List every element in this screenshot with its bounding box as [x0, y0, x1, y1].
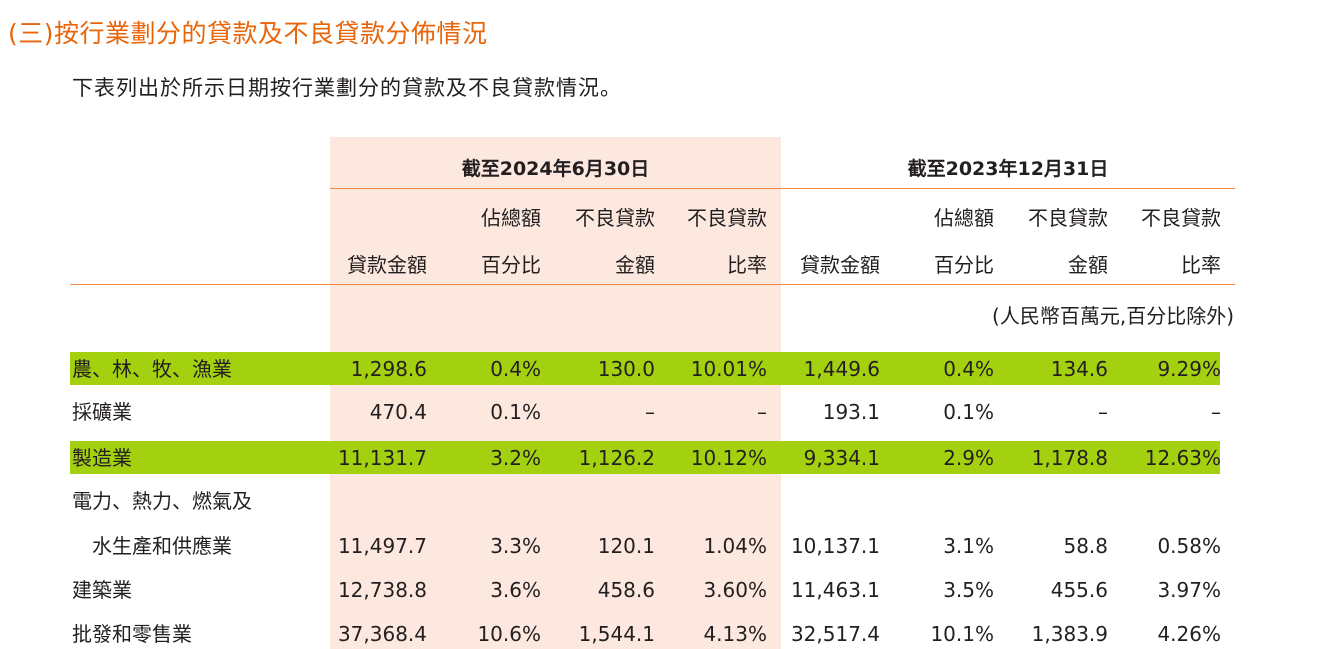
table-cell: 11,497.7	[337, 534, 427, 558]
table-cell: 0.58%	[1157, 534, 1221, 558]
table-cell: 10.1%	[930, 622, 994, 646]
row-label: 建築業	[72, 578, 132, 602]
column-header-2-line-2: 百分比	[481, 253, 541, 277]
row-highlight-agriculture	[70, 352, 1220, 385]
table-cell: 1,383.9	[1031, 622, 1108, 646]
table-cell: 9.29%	[1157, 357, 1221, 381]
unit-note: (人民幣百萬元,百分比除外)	[992, 304, 1234, 328]
header-bottom-rule	[70, 284, 1235, 285]
table-cell: 9,334.1	[803, 446, 880, 470]
table-cell: 1,544.1	[578, 622, 655, 646]
intro-text: 下表列出於所示日期按行業劃分的貸款及不良貸款情況。	[72, 76, 622, 100]
table-cell: 0.1%	[490, 400, 541, 424]
column-header-7-line-2: 金額	[1068, 253, 1108, 277]
group-header-2024: 截至2024年6月30日	[461, 158, 650, 180]
table-cell: 3.97%	[1157, 578, 1221, 602]
row-label: 電力、熱力、燃氣及	[72, 489, 252, 513]
table-cell: 3.2%	[490, 446, 541, 470]
row-label: 採礦業	[72, 400, 132, 424]
table-cell: 130.0	[597, 357, 655, 381]
table-cell: 1,178.8	[1031, 446, 1108, 470]
column-header-3-line-2: 金額	[615, 253, 655, 277]
column-header-4-line-2: 比率	[727, 253, 767, 277]
table-cell: 2.9%	[943, 446, 994, 470]
row-label-continued: 水生產和供應業	[92, 534, 232, 558]
table-cell: –	[1098, 400, 1108, 424]
table-cell: –	[757, 400, 767, 424]
column-header-4-line-1: 不良貸款	[687, 206, 767, 230]
table-cell: 58.8	[1063, 534, 1108, 558]
row-label: 製造業	[72, 446, 132, 470]
table-cell: 10,137.1	[790, 534, 880, 558]
table-cell: 134.6	[1050, 357, 1108, 381]
row-highlight-manufacturing	[70, 441, 1220, 474]
column-header-8-line-2: 比率	[1181, 253, 1221, 277]
column-header-7-line-1: 不良貸款	[1028, 206, 1108, 230]
table-cell: 3.6%	[490, 578, 541, 602]
table-cell: 1,298.6	[350, 357, 427, 381]
group-header-rule	[330, 188, 1235, 189]
current-period-shading	[330, 137, 781, 649]
column-header-5-line-2: 貸款金額	[800, 253, 880, 277]
table-cell: 10.12%	[690, 446, 767, 470]
table-cell: 1,126.2	[578, 446, 655, 470]
table-cell: 32,517.4	[790, 622, 880, 646]
table-cell: 0.1%	[943, 400, 994, 424]
table-cell: 458.6	[597, 578, 655, 602]
table-cell: –	[645, 400, 655, 424]
table-cell: 12,738.8	[337, 578, 427, 602]
row-label: 農、林、牧、漁業	[72, 357, 232, 381]
table-cell: –	[1211, 400, 1221, 424]
table-cell: 3.3%	[490, 534, 541, 558]
table-cell: 11,131.7	[337, 446, 427, 470]
column-header-6-line-1: 佔總額	[934, 206, 994, 230]
group-header-2023: 截至2023年12月31日	[907, 158, 1109, 180]
table-cell: 0.4%	[490, 357, 541, 381]
table-cell: 37,368.4	[337, 622, 427, 646]
table-cell: 3.1%	[943, 534, 994, 558]
column-header-8-line-1: 不良貸款	[1141, 206, 1221, 230]
table-cell: 3.5%	[943, 578, 994, 602]
table-cell: 4.26%	[1157, 622, 1221, 646]
table-cell: 10.6%	[477, 622, 541, 646]
table-cell: 4.13%	[703, 622, 767, 646]
row-label: 批發和零售業	[72, 622, 192, 646]
table-cell: 1,449.6	[803, 357, 880, 381]
table-cell: 1.04%	[703, 534, 767, 558]
column-header-2-line-1: 佔總額	[481, 206, 541, 230]
table-cell: 193.1	[822, 400, 880, 424]
table-cell: 3.60%	[703, 578, 767, 602]
table-cell: 12.63%	[1144, 446, 1221, 470]
column-header-1-line-2: 貸款金額	[347, 253, 427, 277]
table-cell: 120.1	[597, 534, 655, 558]
table-cell: 11,463.1	[790, 578, 880, 602]
table-cell: 455.6	[1050, 578, 1108, 602]
table-cell: 0.4%	[943, 357, 994, 381]
table-cell: 10.01%	[690, 357, 767, 381]
table-cell: 470.4	[369, 400, 427, 424]
column-header-6-line-2: 百分比	[934, 253, 994, 277]
section-title: (三)按行業劃分的貸款及不良貸款分佈情況	[8, 19, 488, 48]
column-header-3-line-1: 不良貸款	[575, 206, 655, 230]
